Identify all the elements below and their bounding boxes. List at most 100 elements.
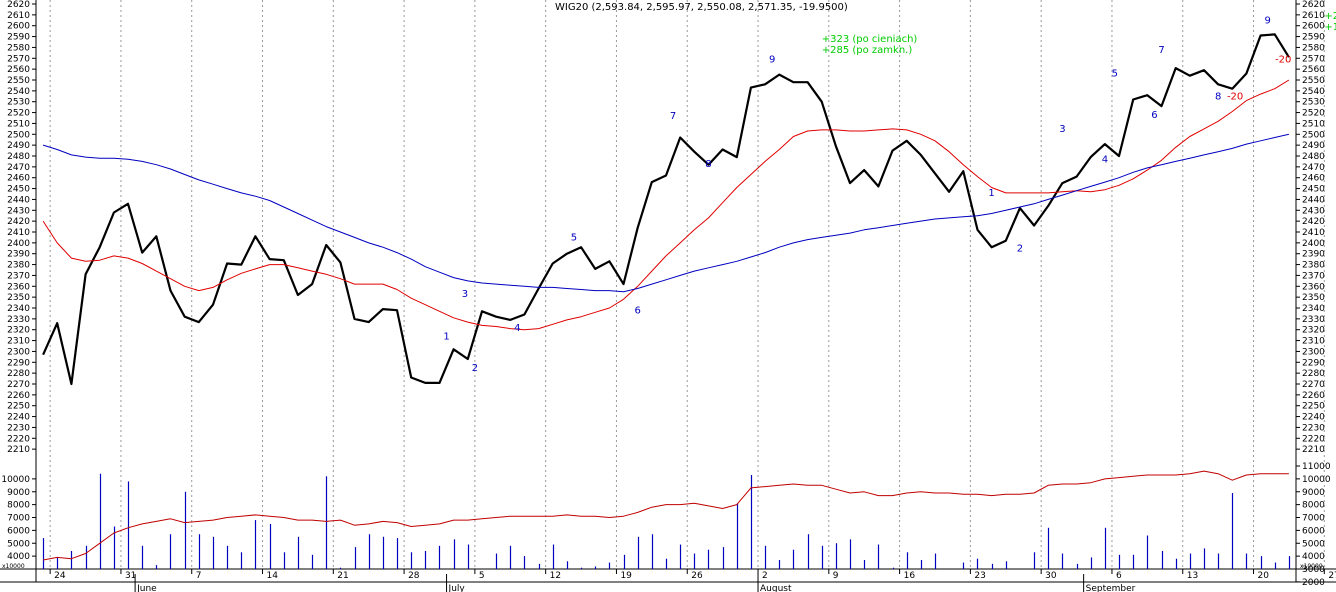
wave-label: 1 bbox=[988, 188, 994, 199]
price-tick-label: 2320 bbox=[1302, 326, 1325, 336]
date-tick-label: 28 bbox=[408, 571, 420, 581]
price-tick-label: 2590 bbox=[7, 33, 30, 43]
month-label: August bbox=[760, 584, 792, 592]
price-tick-label: 2290 bbox=[7, 358, 30, 368]
date-tick-label: 31 bbox=[125, 571, 136, 581]
volume-tick-label: 11000 bbox=[1302, 462, 1331, 472]
price-tick-label: 2620 bbox=[7, 0, 30, 10]
price-tick-label: 2380 bbox=[7, 261, 30, 271]
price-tick-label: 2390 bbox=[1302, 250, 1325, 260]
price-tick-label: 2260 bbox=[1302, 391, 1325, 401]
volume-multiplier-right: x10000 bbox=[1300, 563, 1323, 570]
wave-label: 1 bbox=[443, 331, 449, 342]
price-tick-label: 2460 bbox=[7, 174, 30, 184]
volume-tick-label: 5000 bbox=[1302, 539, 1325, 549]
price-tick-label: 2270 bbox=[1302, 380, 1325, 390]
volume-multiplier-left: x10000 bbox=[2, 563, 25, 570]
price-tick-label: 2600 bbox=[1302, 22, 1325, 32]
price-tick-label: 2270 bbox=[7, 380, 30, 390]
price-tick-label: 2470 bbox=[7, 163, 30, 173]
date-tick-label: 9 bbox=[833, 571, 839, 581]
wave-label: 5 bbox=[1112, 69, 1118, 80]
price-tick-label: 2250 bbox=[7, 402, 30, 412]
wave-label: 3 bbox=[462, 289, 468, 300]
wave-label: 2 bbox=[1017, 244, 1023, 255]
date-tick-label: 16 bbox=[904, 571, 916, 581]
date-tick-label: 14 bbox=[267, 571, 279, 581]
price-tick-label: 2610 bbox=[1302, 11, 1325, 21]
price-tick-label: 2520 bbox=[7, 109, 30, 119]
price-tick-label: 2360 bbox=[1302, 282, 1325, 292]
price-tick-label: 2350 bbox=[7, 293, 30, 303]
price-tick-label: 2570 bbox=[7, 54, 30, 64]
price-tick-label: 2230 bbox=[1302, 423, 1325, 433]
date-tick-label: 26 bbox=[691, 571, 703, 581]
price-tick-label: 2290 bbox=[1302, 358, 1325, 368]
date-tick-label: 2 bbox=[762, 571, 768, 581]
wave-label: -20 bbox=[1227, 92, 1243, 103]
date-tick-label: 23 bbox=[974, 571, 985, 581]
date-tick-label: 12 bbox=[550, 571, 561, 581]
price-tick-label: 2410 bbox=[1302, 228, 1325, 238]
volume-tick-label: 7000 bbox=[1302, 514, 1325, 524]
volume-tick-label: 8000 bbox=[7, 501, 30, 511]
price-tick-label: 2510 bbox=[1302, 119, 1325, 129]
volume-tick-label: 6000 bbox=[7, 526, 30, 536]
price-tick-label: 2480 bbox=[1302, 152, 1325, 162]
price-tick-label: 2590 bbox=[1302, 33, 1325, 43]
price-tick-label: 2450 bbox=[7, 185, 30, 195]
price-tick-label: 2350 bbox=[1302, 293, 1325, 303]
date-tick-label: 13 bbox=[1187, 571, 1198, 581]
volume-tick-label: 5000 bbox=[7, 539, 30, 549]
month-label: September bbox=[1086, 584, 1136, 592]
volume-tick-label: 9000 bbox=[7, 488, 30, 498]
wave-label: 4 bbox=[1102, 155, 1108, 166]
volume-tick-label: 4000 bbox=[7, 552, 30, 562]
price-tick-label: 2300 bbox=[1302, 347, 1325, 357]
price-tick-label: 2230 bbox=[7, 423, 30, 433]
wave-label: 5 bbox=[571, 233, 577, 244]
price-tick-label: 2530 bbox=[7, 98, 30, 108]
price-tick-label: 2400 bbox=[1302, 239, 1325, 249]
gain-note: +323 (po cieniach) bbox=[822, 34, 918, 45]
price-tick-label: 2460 bbox=[1302, 174, 1325, 184]
price-tick-label: 2360 bbox=[7, 282, 30, 292]
volume-tick-label: 3000 bbox=[1302, 565, 1325, 575]
gain-note: +285 (po zamkn.) bbox=[822, 45, 913, 56]
price-tick-label: 2500 bbox=[7, 130, 30, 140]
price-tick-label: 2600 bbox=[7, 22, 30, 32]
price-tick-label: 2370 bbox=[1302, 271, 1325, 281]
volume-tick-label: 9000 bbox=[1302, 488, 1325, 498]
price-tick-label: 2620 bbox=[1302, 0, 1325, 10]
price-tick-label: 2310 bbox=[7, 337, 30, 347]
price-tick-label: 2440 bbox=[1302, 195, 1325, 205]
price-tick-label: 2320 bbox=[7, 326, 30, 336]
volume-tick-label: 7000 bbox=[7, 514, 30, 524]
date-tick-label: 27 bbox=[1328, 571, 1336, 581]
price-tick-label: 2490 bbox=[7, 141, 30, 151]
wave-label: 3 bbox=[1059, 124, 1065, 135]
price-tick-label: 2450 bbox=[1302, 185, 1325, 195]
gain-note: +198 (po zamkn.) bbox=[1324, 22, 1336, 33]
price-tick-label: 2520 bbox=[1302, 109, 1325, 119]
gain-note: +223 (po cieniach) bbox=[1324, 11, 1336, 22]
price-tick-label: 2580 bbox=[1302, 43, 1325, 53]
price-tick-label: 2540 bbox=[1302, 87, 1325, 97]
price-tick-label: 2440 bbox=[7, 195, 30, 205]
volume-tick-label: 8000 bbox=[1302, 501, 1325, 511]
price-tick-label: 2430 bbox=[7, 206, 30, 216]
price-tick-label: 2500 bbox=[1302, 130, 1325, 140]
price-tick-label: 2480 bbox=[7, 152, 30, 162]
volume-average-line bbox=[43, 470, 1289, 561]
volume-tick-label: 10000 bbox=[1302, 475, 1331, 485]
price-tick-label: 2410 bbox=[7, 228, 30, 238]
price-tick-label: 2380 bbox=[1302, 261, 1325, 271]
price-tick-label: 2340 bbox=[1302, 304, 1325, 314]
price-tick-label: 2490 bbox=[1302, 141, 1325, 151]
price-tick-label: 2560 bbox=[7, 65, 30, 75]
price-tick-label: 2540 bbox=[7, 87, 30, 97]
wave-label: 9 bbox=[769, 55, 775, 66]
